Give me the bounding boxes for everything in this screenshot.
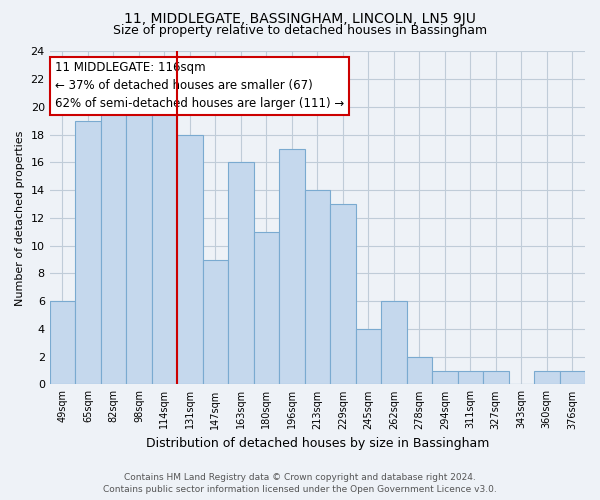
Text: 11 MIDDLEGATE: 116sqm
← 37% of detached houses are smaller (67)
62% of semi-deta: 11 MIDDLEGATE: 116sqm ← 37% of detached …	[55, 62, 344, 110]
Bar	[483, 370, 509, 384]
Bar	[177, 134, 203, 384]
Bar	[152, 107, 177, 384]
Bar	[534, 370, 560, 384]
Text: Size of property relative to detached houses in Bassingham: Size of property relative to detached ho…	[113, 24, 487, 37]
Bar	[228, 162, 254, 384]
X-axis label: Distribution of detached houses by size in Bassingham: Distribution of detached houses by size …	[146, 437, 489, 450]
Bar	[254, 232, 279, 384]
Bar	[50, 301, 75, 384]
Y-axis label: Number of detached properties: Number of detached properties	[15, 130, 25, 306]
Text: 11, MIDDLEGATE, BASSINGHAM, LINCOLN, LN5 9JU: 11, MIDDLEGATE, BASSINGHAM, LINCOLN, LN5…	[124, 12, 476, 26]
Text: Contains HM Land Registry data © Crown copyright and database right 2024.
Contai: Contains HM Land Registry data © Crown c…	[103, 472, 497, 494]
Bar	[560, 370, 585, 384]
Bar	[203, 260, 228, 384]
Bar	[356, 329, 381, 384]
Bar	[305, 190, 330, 384]
Bar	[381, 301, 407, 384]
Bar	[101, 107, 126, 384]
Bar	[458, 370, 483, 384]
Bar	[330, 204, 356, 384]
Bar	[126, 107, 152, 384]
Bar	[407, 356, 432, 384]
Bar	[279, 148, 305, 384]
Bar	[75, 121, 101, 384]
Bar	[432, 370, 458, 384]
